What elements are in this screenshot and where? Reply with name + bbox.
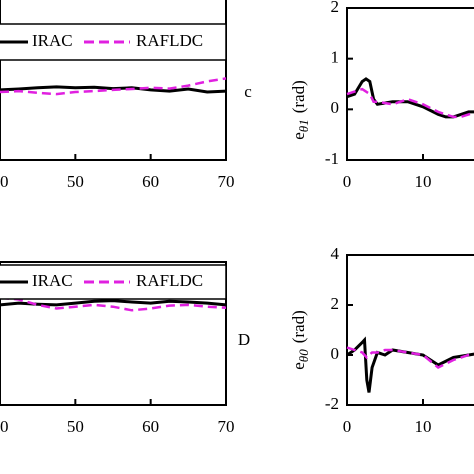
series-line [0,299,227,307]
x-tick-label: 10 [415,172,432,191]
legend-label: RAFLDC [136,31,203,50]
x-tick-label: 10 [415,417,432,436]
series-line [346,77,474,119]
x-tick-label: 50 [67,417,84,436]
x-tick-label: 70 [218,417,235,436]
plot-frame [346,7,474,161]
series-line [0,296,227,312]
x-tick-label: 60 [142,417,159,436]
annotation: D [238,330,250,349]
x-tick-label: 60 [142,172,159,191]
y-tick-label: 4 [331,244,340,263]
annotation: c [244,82,252,101]
series-line [0,77,227,96]
y-tick-label: 1 [331,48,340,67]
plot-frame [0,0,227,161]
legend-box [0,264,227,300]
legend-label: RAFLDC [136,271,203,290]
y-tick-label: -1 [325,149,339,168]
y-tick-label: -2 [325,394,339,413]
legend-box [0,23,227,61]
y-label-unit: (rad) [289,80,308,113]
y-label-subscript: θ0 [296,349,311,362]
plot-frame [0,261,227,406]
y-label-subscript: θ1 [296,119,311,132]
y-label-symbol: e [289,362,308,370]
y-tick-label: 0 [331,98,340,117]
y-tick-label: 0 [331,344,340,363]
x-tick-label: 50 [67,172,84,191]
y-label-unit: (rad) [289,310,308,343]
legend-label: IRAC [32,271,73,290]
series-line [346,87,474,119]
series-line [0,85,227,94]
series-line [346,336,474,393]
x-tick-label: 0 [343,417,352,436]
x-tick-label: 40 [0,417,9,436]
y-axis-label: eθ1 (rad) [289,80,311,139]
legend-label: IRAC [32,31,73,50]
x-tick-label: 70 [218,172,235,191]
y-tick-label: 2 [331,294,340,313]
y-tick-label: 2 [331,0,340,16]
series-line [346,346,474,369]
x-tick-label: 40 [0,172,9,191]
x-tick-label: 0 [343,172,352,191]
y-axis-label: eθ0 (rad) [289,310,311,369]
y-label-symbol: e [289,132,308,140]
